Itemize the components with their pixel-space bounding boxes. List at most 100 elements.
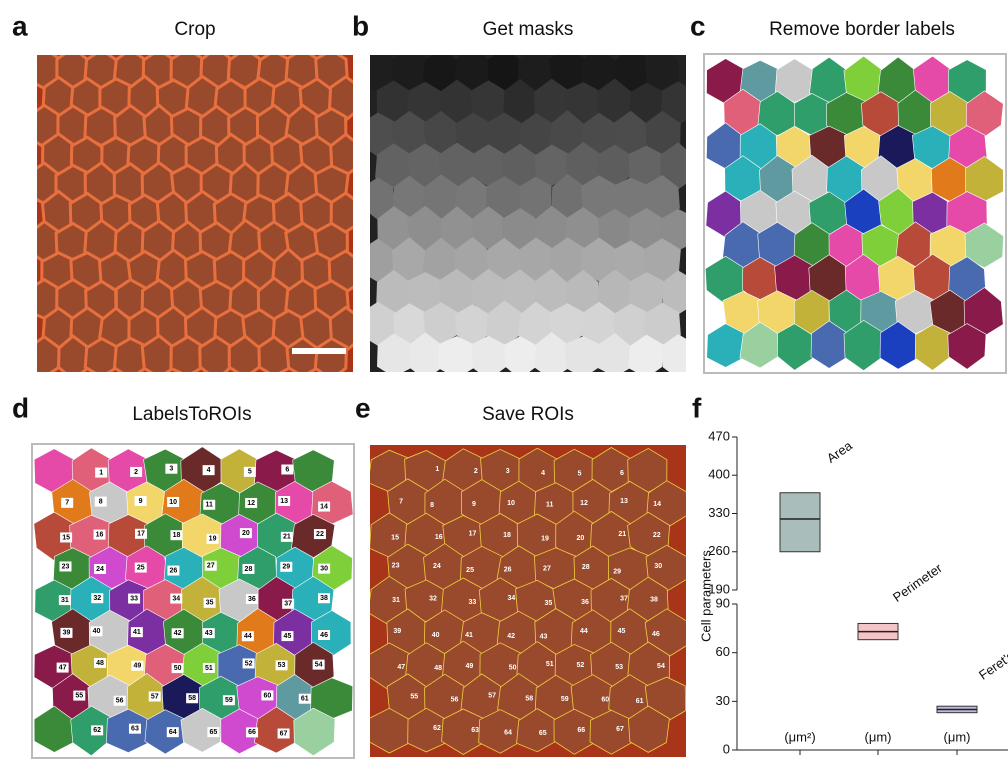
roi-label: 58 — [188, 695, 196, 702]
roi-label: 54 — [315, 661, 323, 668]
roi-label: 2 — [134, 469, 138, 476]
roi-label: 32 — [429, 596, 437, 603]
roi-label: 60 — [264, 692, 272, 699]
roi-label: 39 — [393, 628, 401, 635]
roi-label: 15 — [391, 535, 399, 542]
roi-label: 44 — [580, 628, 588, 635]
roi-label: 3 — [169, 466, 173, 473]
roi-label: 57 — [151, 693, 159, 700]
roi-label: 28 — [582, 564, 590, 571]
roi-label: 65 — [209, 729, 217, 736]
roi-label: 26 — [504, 567, 512, 574]
roi-label: 25 — [137, 564, 145, 571]
panel-title: Crop — [174, 19, 215, 40]
unit-label: (μm²) — [784, 729, 815, 744]
roi-label: 7 — [65, 500, 69, 507]
roi-label: 29 — [613, 568, 621, 575]
panel-title: Remove border labels — [769, 19, 955, 40]
roi-label: 28 — [245, 566, 253, 573]
roi-label: 33 — [130, 595, 138, 602]
roi-label: 51 — [205, 665, 213, 672]
roi-label: 34 — [507, 595, 515, 602]
unit-label: (μm) — [944, 729, 971, 744]
cell — [142, 336, 174, 378]
roi-label: 56 — [116, 698, 124, 705]
scale-bar — [292, 348, 346, 354]
roi-label: 38 — [320, 595, 328, 602]
roi-label: 24 — [433, 563, 441, 570]
roi-label: 47 — [59, 664, 67, 671]
panel-letter: c — [690, 10, 706, 41]
roi-label: 65 — [539, 730, 547, 737]
roi-label: 67 — [280, 730, 288, 737]
roi-label: 4 — [207, 467, 211, 474]
panel-title: Get masks — [483, 19, 574, 40]
roi-label: 29 — [282, 564, 290, 571]
roi-label: 53 — [615, 664, 623, 671]
roi-label: 45 — [284, 633, 292, 640]
roi-label: 43 — [205, 630, 213, 637]
roi-label: 6 — [620, 470, 624, 477]
figure: aCropbGet maskscRemove border labelsdLab… — [0, 0, 1008, 760]
roi-label: 52 — [577, 662, 585, 669]
roi-label: 38 — [650, 596, 658, 603]
roi-label: 30 — [320, 565, 328, 572]
roi-label: 14 — [320, 503, 328, 510]
roi-label: 11 — [206, 502, 214, 509]
panel-letter: f — [692, 392, 702, 423]
roi-label: 19 — [541, 535, 549, 542]
cell-image — [34, 447, 353, 756]
roi-label: 27 — [543, 565, 551, 572]
roi-label: 14 — [653, 501, 661, 508]
roi-label: 40 — [432, 632, 440, 639]
roi-label: 50 — [174, 665, 182, 672]
y-tick-label: 30 — [716, 693, 730, 708]
roi-label: 58 — [525, 696, 533, 703]
roi-label: 23 — [392, 563, 400, 570]
roi-label: 46 — [320, 632, 328, 639]
unit-label: (μm) — [865, 729, 892, 744]
roi-label: 22 — [653, 532, 661, 539]
roi-label: 63 — [471, 727, 479, 734]
roi-label: 36 — [248, 596, 256, 603]
roi-label: 1 — [435, 466, 439, 473]
y-tick-label: 60 — [716, 644, 730, 659]
roi-label: 12 — [580, 500, 588, 507]
roi-label: 21 — [283, 534, 291, 541]
y-tick-label: 330 — [708, 505, 730, 520]
roi-label: 35 — [544, 600, 552, 607]
roi-label: 54 — [657, 663, 665, 670]
cell — [287, 338, 317, 377]
box — [780, 493, 820, 552]
roi-label: 5 — [578, 470, 582, 477]
roi-label: 16 — [96, 531, 104, 538]
roi-label: 8 — [430, 502, 434, 509]
roi-label: 63 — [131, 726, 139, 733]
roi-label: 55 — [410, 693, 418, 700]
roi-label: 41 — [133, 629, 141, 636]
roi-label: 61 — [301, 696, 309, 703]
roi-label: 45 — [618, 628, 626, 635]
roi-label: 23 — [62, 563, 70, 570]
roi-label: 62 — [93, 727, 101, 734]
roi-label: 27 — [207, 563, 215, 570]
roi-label: 47 — [397, 664, 405, 671]
roi-label: 55 — [75, 692, 83, 699]
roi-label: 11 — [546, 502, 554, 509]
roi-label: 10 — [169, 499, 177, 506]
cell-image — [368, 448, 688, 755]
roi-label: 48 — [434, 665, 442, 672]
roi-label: 9 — [472, 501, 476, 508]
cell-image — [27, 48, 362, 380]
panel-letter: b — [352, 10, 369, 41]
roi-label: 42 — [507, 633, 515, 640]
roi-label: 4 — [541, 470, 545, 477]
roi-label: 49 — [134, 663, 142, 670]
roi-label: 33 — [468, 599, 476, 606]
roi-label: 3 — [506, 468, 510, 475]
cell — [85, 339, 117, 377]
roi-label: 48 — [96, 660, 104, 667]
roi-label: 46 — [652, 631, 660, 638]
panel-letter: e — [355, 392, 371, 423]
panel-title: Save ROIs — [482, 404, 574, 425]
